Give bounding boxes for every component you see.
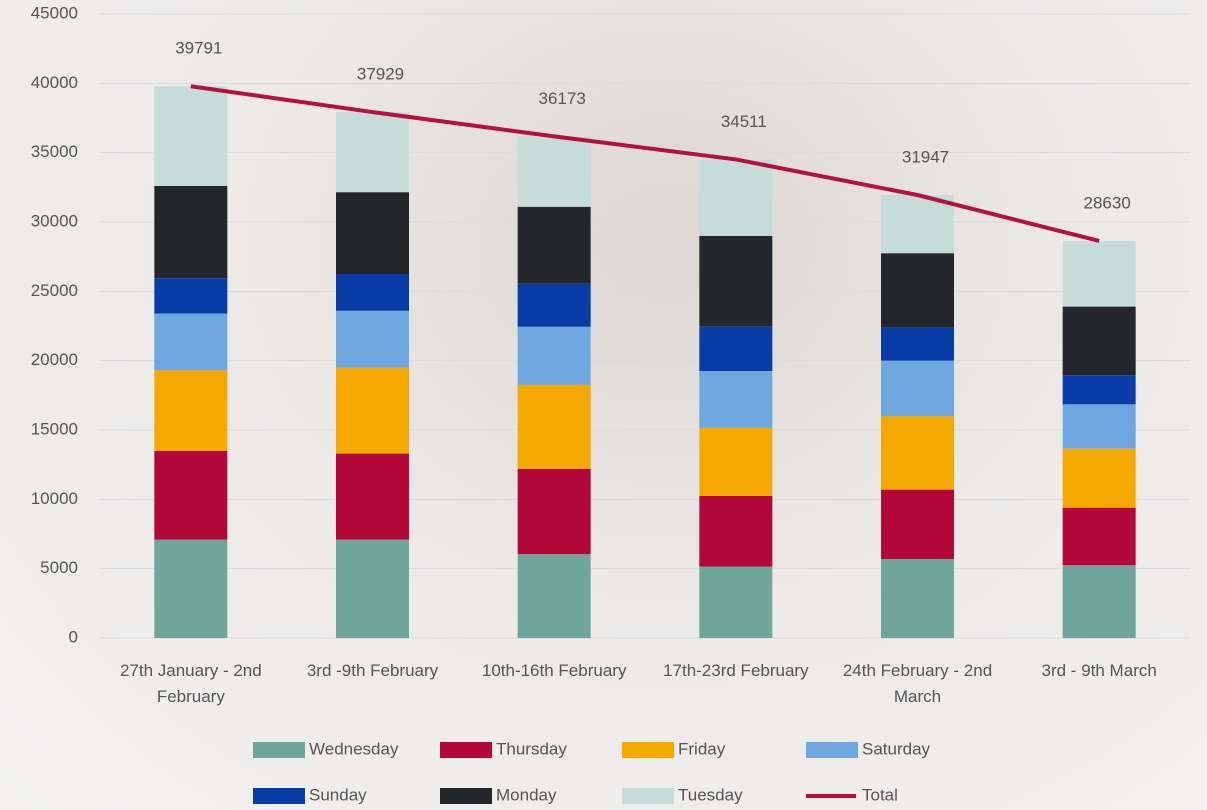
- y-tick-label: 0: [69, 627, 78, 646]
- bar-segment: [881, 327, 954, 361]
- legend-label: Saturday: [862, 739, 931, 758]
- legend-swatch: [806, 742, 858, 758]
- legend-label: Tuesday: [678, 785, 743, 804]
- bar-segment: [881, 253, 954, 328]
- y-tick-label: 45000: [31, 3, 78, 22]
- legend-swatch: [253, 788, 305, 804]
- bar-segment: [1062, 375, 1136, 405]
- bar-segment: [154, 86, 228, 186]
- total-line: [190, 84, 1100, 243]
- data-label: 37929: [357, 65, 404, 84]
- bar-segment: [1062, 448, 1136, 508]
- bar-segment: [1062, 404, 1136, 449]
- data-label: 39791: [175, 39, 222, 58]
- bar-segment: [1062, 565, 1136, 638]
- legend-swatch: [622, 788, 674, 804]
- bar-segment: [336, 539, 409, 638]
- bar-segment: [154, 539, 228, 638]
- bar-segment: [154, 313, 228, 371]
- legend-swatch: [622, 742, 674, 758]
- bar-segment: [154, 278, 228, 314]
- legend-swatch: [440, 788, 492, 804]
- data-label: 36173: [539, 89, 586, 108]
- legend-label: Sunday: [309, 785, 367, 804]
- bar-segment: [699, 371, 773, 428]
- bar-segment: [517, 326, 591, 385]
- bar-segment: [336, 453, 409, 540]
- bar-segment: [336, 112, 409, 193]
- bar-segment: [336, 367, 409, 454]
- legend-label: Total: [862, 785, 898, 804]
- y-tick-label: 20000: [31, 350, 78, 369]
- legend-label: Wednesday: [309, 739, 399, 758]
- bar-segment: [1062, 240, 1136, 307]
- bar-segment: [336, 192, 409, 274]
- data-label: 28630: [1084, 193, 1131, 212]
- x-tick-label: 3rd -9th February: [306, 661, 439, 680]
- y-tick-label: 40000: [31, 73, 78, 92]
- y-tick-label: 10000: [31, 489, 78, 508]
- bar-segment: [336, 274, 409, 311]
- bar-segment: [154, 370, 228, 451]
- bar-segment: [881, 195, 954, 254]
- y-tick-label: 15000: [31, 419, 78, 438]
- x-tick-label: 17th-23rd February: [663, 661, 809, 680]
- bar-segment: [336, 310, 409, 368]
- data-label: 31947: [902, 147, 949, 166]
- bar-segment: [517, 136, 591, 207]
- bar-segment: [699, 159, 773, 236]
- bar-segment: [517, 554, 591, 638]
- bar-segment: [154, 450, 228, 540]
- y-tick-label: 25000: [31, 281, 78, 300]
- bar-segment: [881, 489, 954, 559]
- legend-label: Thursday: [496, 739, 567, 758]
- x-tick-label: 27th January - 2nd February: [119, 661, 262, 706]
- legend-label: Monday: [496, 785, 557, 804]
- bar-segment: [517, 283, 591, 327]
- bar-segment: [1062, 507, 1136, 566]
- bar-segment: [881, 360, 954, 417]
- legend-label: Friday: [678, 739, 726, 758]
- legend-swatch: [440, 742, 492, 758]
- bar-segment: [699, 235, 773, 327]
- data-label: 34511: [721, 112, 767, 131]
- bar-segment: [517, 468, 591, 555]
- y-tick-label: 35000: [31, 142, 78, 161]
- bar-segment: [517, 206, 591, 284]
- bar-segment: [699, 427, 773, 496]
- bar-segment: [881, 558, 954, 638]
- y-tick-label: 5000: [40, 558, 78, 577]
- x-tick-label: 10th-16th February: [481, 661, 627, 680]
- y-tick-label: 30000: [31, 211, 78, 230]
- bar-segment: [1062, 306, 1136, 376]
- bar-segment: [881, 416, 954, 490]
- bar-segment: [517, 384, 591, 469]
- x-tick-label: 24th February - 2nd March: [842, 661, 993, 706]
- legend-swatch: [253, 742, 305, 758]
- bar-segment: [699, 566, 773, 638]
- bar-segment: [699, 326, 773, 372]
- x-tick-label: 3rd - 9th March: [1041, 661, 1157, 680]
- bar-segment: [699, 495, 773, 567]
- bar-segment: [154, 185, 228, 279]
